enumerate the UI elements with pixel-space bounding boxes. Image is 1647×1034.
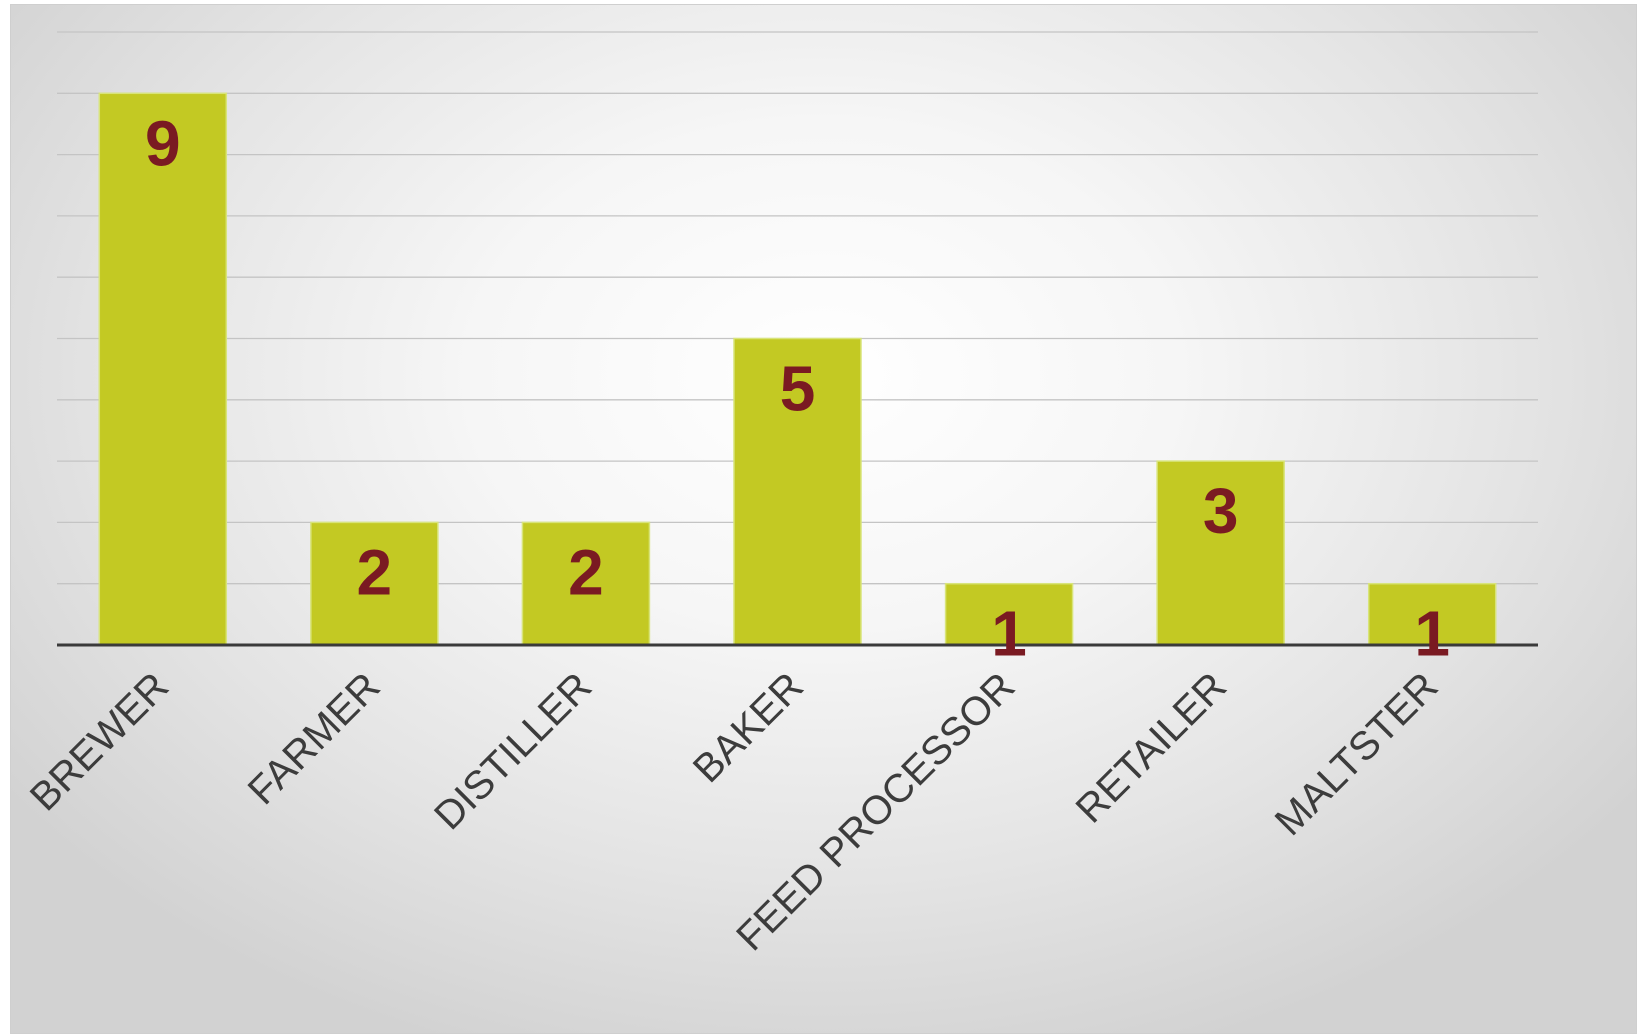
x-tick-label: BREWER (22, 664, 177, 819)
data-label: 5 (780, 353, 816, 425)
x-tick-label: DISTILLER (426, 664, 600, 838)
data-labels: 9 2 2 5 1 3 1 (145, 107, 1450, 669)
x-tick-label: BAKER (685, 664, 812, 791)
data-label: 1 (991, 598, 1027, 670)
data-label: 3 (1203, 475, 1239, 547)
data-label: 9 (145, 107, 181, 179)
bar-maltster (1367, 582, 1497, 646)
data-label: 2 (568, 536, 604, 608)
x-tick-label: MALTSTER (1267, 664, 1447, 844)
x-tick-label: RETAILER (1068, 664, 1235, 831)
bar-feed-processor (944, 582, 1074, 646)
bar-baker (733, 337, 862, 646)
x-tick-label: FARMER (240, 664, 389, 813)
bar-brewer (98, 92, 228, 646)
data-label: 1 (1414, 598, 1450, 670)
bar-retailer (1156, 460, 1285, 646)
data-label: 2 (357, 536, 393, 608)
bar-farmer (310, 521, 439, 646)
